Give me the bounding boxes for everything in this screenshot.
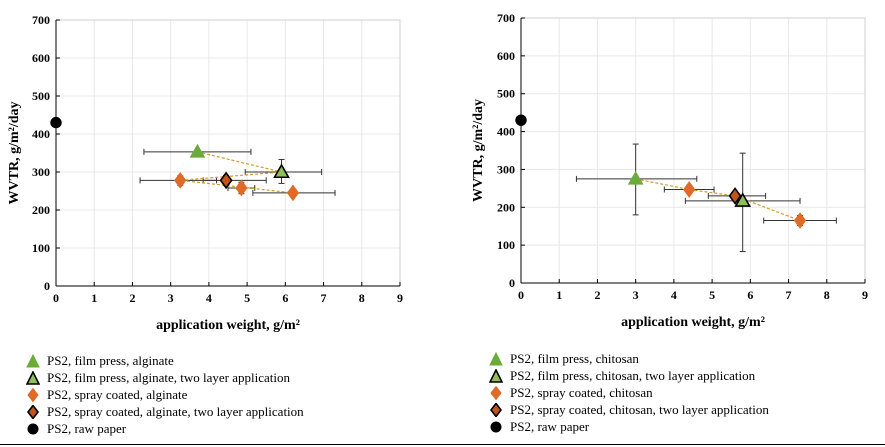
data-point-diamond [174, 172, 187, 189]
x-tick-label: 4 [206, 291, 212, 305]
y-tick-label: 400 [497, 125, 515, 139]
x-tick-label: 6 [282, 291, 288, 305]
y-tick-label: 400 [32, 127, 50, 141]
y-axis-label: WVTR, g/m²/day [471, 99, 486, 202]
triangle-marker-icon [489, 352, 503, 366]
legend-label: PS2, raw paper [47, 421, 127, 436]
data-point-triangle [734, 192, 752, 207]
x-tick-label: 9 [862, 288, 868, 302]
triangle-marker-icon [26, 371, 40, 385]
legend-label: PS2, spray coated, alginate [47, 387, 188, 402]
data-point-diamond [286, 184, 300, 202]
diamond-marker-icon [26, 405, 40, 419]
trendline [635, 178, 801, 222]
data-point-triangle [273, 163, 290, 179]
y-tick-label: 700 [497, 11, 515, 25]
x-tick-label: 2 [129, 291, 135, 305]
x-axis-label: application weight, g/m² [156, 318, 300, 333]
y-tick-label: 600 [32, 51, 50, 65]
x-tick-label: 1 [91, 291, 97, 305]
y-tick-label: 100 [497, 238, 515, 252]
x-tick-label: 6 [747, 288, 753, 302]
data-point-diamond [793, 212, 807, 229]
y-tick-label: 300 [497, 162, 515, 176]
x-tick-label: 7 [786, 288, 792, 302]
x-tick-label: 8 [824, 288, 830, 302]
chart-panel-1: 0 1 2 3 4 5 6 7 8 9 0 100 200 300 400 500 600 700 applicat… [7, 13, 403, 333]
legend-label: PS2, film press, chitosan [510, 351, 639, 366]
x-tick-label: 5 [244, 291, 250, 305]
y-tick-label: 600 [497, 49, 515, 63]
data-point-circle [515, 114, 527, 126]
x-tick-label: 3 [168, 291, 174, 305]
y-tick-label: 0 [509, 276, 515, 290]
triangle-marker-icon [489, 369, 503, 383]
diamond-marker-icon [27, 388, 39, 402]
legend-label: PS2, spray coated, chitosan, two layer a… [510, 402, 769, 417]
legend-label: PS2, film press, alginate [47, 353, 174, 368]
chart-panel-2: 0 1 2 3 4 5 6 7 8 9 0 100 200 300 400 500 600 700 applicat… [471, 11, 868, 330]
y-tick-label: 100 [32, 241, 50, 255]
y-tick-label: 300 [32, 165, 50, 179]
y-tick-label: 200 [497, 200, 515, 214]
data-point-circle [50, 116, 62, 129]
plot-frame [520, 17, 866, 284]
x-tick-label: 4 [671, 288, 677, 302]
y-tick-label: 700 [32, 13, 50, 27]
diamond-marker-icon [489, 403, 503, 417]
data-point-triangle [627, 170, 644, 185]
x-tick-label: 0 [518, 288, 524, 302]
circle-marker-icon [490, 421, 502, 433]
data-point-diamond [683, 181, 696, 198]
legend-label: PS2, spray coated, alginate, two layer a… [47, 404, 304, 419]
y-tick-label: 0 [44, 279, 50, 293]
triangle-marker-icon [26, 354, 40, 368]
y-tick-label: 500 [32, 89, 50, 103]
trendline [180, 151, 294, 194]
legend-label: PS2, spray coated, chitosan [510, 385, 653, 400]
x-tick-label: 2 [594, 288, 600, 302]
data-point-triangle [189, 143, 206, 158]
x-tick-label: 8 [359, 291, 365, 305]
x-tick-label: 3 [633, 288, 639, 302]
x-axis-label: application weight, g/m² [621, 315, 765, 330]
legend-label: PS2, film press, alginate, two layer app… [47, 370, 290, 385]
data-point-diamond [219, 171, 233, 190]
bottom-rule [0, 444, 885, 445]
circle-marker-icon [27, 423, 39, 435]
x-tick-label: 7 [321, 291, 327, 305]
legend-label: PS2, film press, chitosan, two layer app… [510, 368, 756, 383]
x-tick-label: 9 [397, 291, 403, 305]
y-axis-label: WVTR, g/m²/day [7, 102, 22, 205]
diamond-marker-icon [490, 386, 502, 400]
y-tick-label: 500 [497, 87, 515, 101]
legend-label: PS2, raw paper [510, 419, 590, 434]
data-point-diamond [728, 187, 742, 205]
x-tick-label: 1 [556, 288, 562, 302]
y-tick-label: 200 [32, 203, 50, 217]
data-point-diamond [235, 179, 248, 197]
x-tick-label: 0 [53, 291, 59, 305]
x-tick-label: 5 [709, 288, 715, 302]
plot-frame [55, 19, 401, 287]
